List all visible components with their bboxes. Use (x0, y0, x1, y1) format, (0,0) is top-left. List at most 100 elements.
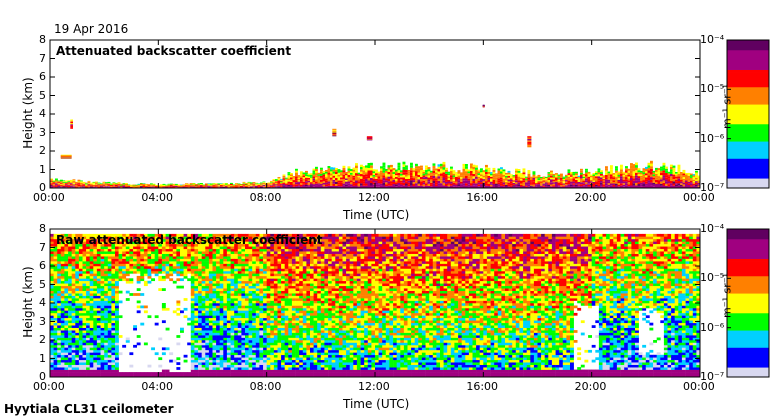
heatmap-cell (154, 266, 159, 269)
heatmap-cell (607, 174, 611, 177)
heatmap-cell (60, 179, 63, 181)
heatmap-cell (87, 180, 91, 182)
heatmap-cell (250, 186, 253, 187)
heatmap-cell (115, 312, 119, 316)
heatmap-cell (597, 186, 601, 188)
heatmap-cell (405, 165, 408, 168)
heatmap-cell (215, 186, 218, 188)
heatmap-cell (201, 263, 206, 267)
heatmap-cell (445, 175, 448, 178)
heatmap-cell (205, 268, 210, 272)
heatmap-cell (562, 182, 566, 184)
heatmap-cell (226, 352, 231, 356)
heatmap-cell (690, 186, 693, 189)
heatmap-cell (100, 362, 105, 365)
heatmap-cell (68, 268, 73, 272)
heatmap-cell (208, 320, 213, 324)
heatmap-cell (662, 170, 666, 173)
heatmap-cell (395, 169, 398, 172)
heatmap-cell (223, 315, 228, 319)
heatmap-cell (275, 186, 278, 188)
heatmap-cell (285, 178, 288, 180)
heatmap-cell (226, 315, 231, 319)
heatmap-cell (340, 184, 343, 187)
heatmap-cell (495, 174, 498, 177)
heatmap-cell (75, 374, 80, 378)
heatmap-cell (183, 243, 188, 247)
heatmap-cell (487, 171, 491, 174)
heatmap-cell (93, 290, 98, 294)
heatmap-cell (190, 354, 195, 358)
heatmap-cell (111, 256, 116, 259)
heatmap-cell (302, 186, 306, 188)
heatmap-cell (86, 293, 91, 296)
heatmap-cell (180, 246, 184, 250)
heatmap-cell (180, 236, 184, 240)
heatmap-cell (625, 174, 628, 178)
heatmap-cell (350, 180, 353, 183)
heatmap-cell (104, 303, 109, 306)
heatmap-cell (201, 305, 206, 309)
heatmap-cell (367, 183, 371, 186)
heatmap-cell (662, 167, 666, 171)
heatmap-cell (640, 170, 643, 173)
heatmap-cell (93, 357, 98, 361)
heatmap-cell (70, 179, 73, 181)
heatmap-cell (377, 176, 381, 179)
heatmap-cell (57, 344, 62, 348)
heatmap-cell (212, 312, 217, 316)
heatmap-cell (57, 325, 62, 328)
heatmap-cell (93, 283, 98, 287)
heatmap-cell (367, 180, 371, 183)
heatmap-cell (223, 293, 228, 296)
heatmap-cell (89, 285, 94, 289)
heatmap-cell (50, 273, 54, 277)
heatmap-cell (230, 315, 235, 319)
heatmap-cell (687, 177, 691, 179)
heatmap-cell (650, 177, 653, 180)
heatmap-cell (190, 283, 195, 287)
heatmap-cell (111, 310, 116, 314)
heatmap-cell (535, 175, 538, 178)
heatmap-cell (570, 180, 573, 182)
heatmap-cell (485, 169, 488, 172)
heatmap-cell (505, 185, 508, 187)
heatmap-cell (540, 179, 543, 181)
heatmap-cell (625, 183, 628, 186)
heatmap-cell (627, 182, 631, 185)
heatmap-cell (212, 369, 217, 373)
heatmap-cell (53, 367, 58, 370)
heatmap-cell (135, 186, 138, 187)
heatmap-cell (115, 307, 119, 311)
heatmap-cell (70, 181, 73, 183)
heatmap-cell (82, 280, 87, 284)
heatmap-cell (70, 180, 73, 182)
heatmap-cell (140, 266, 145, 269)
heatmap-cell (212, 320, 217, 324)
heatmap-cell (201, 325, 206, 328)
heatmap-cell (223, 362, 228, 365)
heatmap-cell (154, 248, 159, 252)
heatmap-cell (392, 172, 396, 174)
heatmap-cell (176, 270, 181, 274)
heatmap-cell (222, 185, 226, 186)
heatmap-cell (307, 176, 311, 178)
heatmap-cell (512, 179, 516, 181)
heatmap-cell (208, 344, 213, 348)
heatmap-cell (140, 183, 143, 185)
heatmap-cell (111, 246, 116, 250)
heatmap-cell (68, 263, 73, 267)
heatmap-cell (277, 184, 281, 186)
heatmap-cell (290, 177, 293, 179)
heatmap-cell (71, 320, 76, 324)
heatmap-cell (572, 186, 576, 189)
heatmap-cell (315, 181, 318, 184)
heatmap-cell (53, 342, 58, 346)
heatmap-cell (111, 236, 116, 240)
heatmap-cell (100, 337, 105, 341)
heatmap-cell (347, 168, 351, 171)
heatmap-cell (625, 168, 628, 171)
heatmap-cell (615, 170, 618, 173)
heatmap-cell (85, 182, 88, 184)
heatmap-cell (202, 187, 206, 188)
